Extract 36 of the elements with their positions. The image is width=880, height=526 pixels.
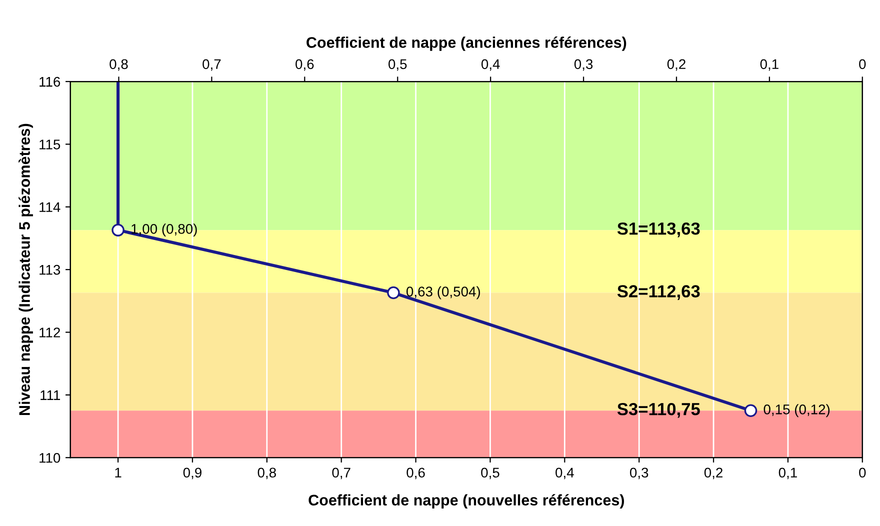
x2-tick-label: 0,2 [667, 59, 686, 71]
x-tick-label: 0,6 [406, 468, 425, 480]
x2-tick-label: 0,5 [388, 59, 407, 71]
annotation: 0,63 (0,504) [406, 286, 480, 300]
y-tick-label: 111 [40, 390, 60, 400]
x-tick-label: 0,1 [778, 468, 797, 480]
x-tick-label: 0,4 [556, 468, 574, 480]
x2-tick-label: 0,7 [202, 59, 221, 71]
x2-tick-label: 0 [859, 59, 866, 70]
x-tick-label: 1 [115, 468, 122, 478]
y-tick-label: 113 [40, 264, 60, 275]
y-tick-label: 114 [40, 202, 60, 212]
x-axis-title: Coefficient de nappe (nouvelles références) [308, 494, 624, 509]
y-tick-label: 110 [40, 452, 60, 463]
band-label: S3=110,75 [617, 402, 700, 418]
y-tick-label: 116 [40, 76, 60, 87]
annotation: 1,00 (0,80) [132, 224, 197, 237]
y-tick-label: 115 [40, 140, 60, 150]
x-tick-label: 0,9 [183, 468, 202, 480]
x2-tick-label: 0,6 [296, 59, 314, 71]
band-label: S1=113,63 [617, 222, 700, 238]
y-axis-title: Niveau nappe (Indicateur 5 piézomètres) [18, 124, 33, 415]
x-tick-label: 0,7 [332, 468, 350, 480]
x2-tick-label: 0,1 [760, 59, 778, 71]
x-tick-label: 0,5 [481, 468, 500, 480]
band-label: S2=112,63 [617, 285, 700, 300]
x-tick-label: 0,8 [258, 468, 276, 480]
x2-tick-label: 0,4 [481, 59, 500, 71]
x-tick-label: 0,3 [630, 468, 648, 480]
x-tick-label: 0,2 [704, 468, 722, 480]
x2-axis-title: Coefficient de nappe (anciennes références) [306, 36, 626, 51]
y-tick-label: 112 [40, 328, 60, 338]
x-tick-label: 0 [859, 468, 866, 478]
x2-tick-label: 0,3 [574, 59, 593, 71]
annotation: 0,15 (0,12) [764, 404, 830, 418]
x2-tick-label: 0,8 [110, 59, 128, 71]
